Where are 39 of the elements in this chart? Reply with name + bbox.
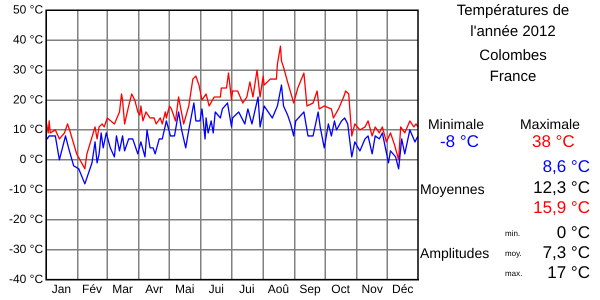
text: Maximale [520,116,580,132]
y-tick-label: 0 °C [20,152,44,166]
text: 12,3 °C [533,178,590,198]
x-tick-label: Nov [361,282,383,296]
text: Amplitudes [420,245,490,261]
text: Colombes France [478,46,548,87]
text: Minimale [428,116,484,132]
y-tick-label: 20 °C [12,92,44,106]
text: 17 °C [547,263,590,283]
y-tick-label: 50 °C [12,2,44,17]
text: max. [505,269,522,278]
text: moy. [505,249,522,258]
x-tick-label: Jui [208,282,224,296]
text: 0 °C [556,223,590,243]
text: 38 °C [532,132,575,152]
x-tick-label: Jan [52,282,72,296]
x-tick-label: Mar [112,282,133,296]
text: -8 °C [440,132,479,152]
y-tick-label: 30 °C [12,62,44,76]
text: Températures de l'année 2012 [456,1,570,42]
y-tick-label: -20 °C [8,212,44,226]
text: 8,6 °C [542,157,590,177]
y-tick-label: 40 °C [12,32,44,46]
text: 15,9 °C [533,198,590,218]
x-tick-label: Avr [145,282,164,296]
y-tick-label: -30 °C [8,242,44,256]
x-tick-label: Déc [392,282,414,296]
text: 7,3 °C [542,243,590,263]
x-tick-label: Aoû [268,282,290,296]
x-tick-label: Mai [175,282,194,296]
x-tick-label: Jui [239,282,255,296]
y-tick-label: -10 °C [8,182,44,196]
y-tick-label: -40 °C [8,272,44,286]
text: Moyennes [420,181,485,197]
x-tick-label: Fév [82,282,102,296]
y-tick-label: 10 °C [12,122,44,136]
x-tick-label: Oct [331,282,351,296]
x-tick-label: Sep [299,282,322,296]
text: min. [505,229,520,238]
